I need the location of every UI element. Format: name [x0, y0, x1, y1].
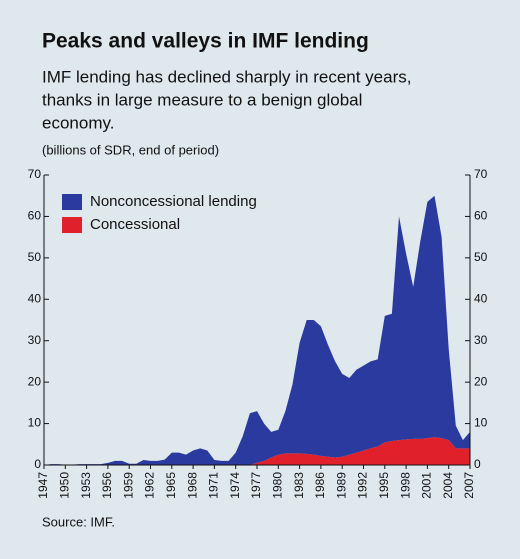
y2-tick-label: 0 — [474, 457, 481, 471]
x-tick-label: 1989 — [334, 472, 348, 499]
subtitle: thanks in large measure to a benign glob… — [42, 90, 362, 109]
y2-tick-label: 70 — [474, 167, 488, 181]
y-tick-label: 70 — [28, 167, 42, 181]
y2-tick-label: 60 — [474, 209, 488, 223]
x-tick-label: 1968 — [185, 472, 199, 499]
y-tick-label: 20 — [28, 374, 42, 388]
legend-label: Nonconcessional lending — [90, 193, 257, 210]
x-tick-label: 1992 — [356, 472, 370, 499]
x-tick-label: 1956 — [100, 472, 114, 499]
y2-tick-label: 20 — [474, 374, 488, 388]
source: Source: IMF. — [42, 514, 115, 529]
subtitle: IMF lending has declined sharply in rece… — [42, 67, 411, 86]
legend-swatch — [62, 194, 82, 210]
subtitle: economy. — [42, 113, 114, 132]
x-tick-label: 1959 — [121, 472, 135, 499]
x-tick-label: 1971 — [207, 472, 221, 499]
y2-tick-label: 40 — [474, 291, 488, 305]
x-tick-label: 1962 — [143, 472, 157, 499]
area — [44, 437, 470, 465]
chart-title: Peaks and valleys in IMF lending — [42, 30, 369, 53]
x-tick-label: 1953 — [79, 472, 93, 499]
y-tick-label: 10 — [28, 416, 42, 430]
x-tick-label: 1950 — [57, 472, 71, 499]
x-tick-label: 1977 — [249, 472, 263, 499]
x-tick-label: 2007 — [462, 472, 476, 499]
y-tick-label: 60 — [28, 209, 42, 223]
x-tick-label: 1983 — [292, 472, 306, 499]
x-tick-label: 1974 — [228, 472, 242, 499]
units: (billions of SDR, end of period) — [42, 142, 219, 157]
x-tick-label: 1965 — [164, 472, 178, 499]
area — [44, 195, 470, 465]
x-tick-label: 1986 — [313, 472, 327, 499]
x-tick-label: 1947 — [36, 472, 50, 499]
y-tick-label: 40 — [28, 291, 42, 305]
y2-tick-label: 30 — [474, 333, 488, 347]
legend-label: Concessional — [90, 216, 180, 233]
x-tick-label: 1995 — [377, 472, 391, 499]
x-tick-label: 2004 — [441, 472, 455, 499]
y2-tick-label: 10 — [474, 416, 488, 430]
x-tick-label: 1998 — [398, 472, 412, 499]
y2-tick-label: 50 — [474, 250, 488, 264]
y-tick-label: 0 — [34, 457, 41, 471]
y-tick-label: 50 — [28, 250, 42, 264]
x-tick-label: 1980 — [270, 472, 284, 499]
x-tick-label: 2001 — [420, 472, 434, 499]
legend-swatch — [62, 217, 82, 233]
y-tick-label: 30 — [28, 333, 42, 347]
